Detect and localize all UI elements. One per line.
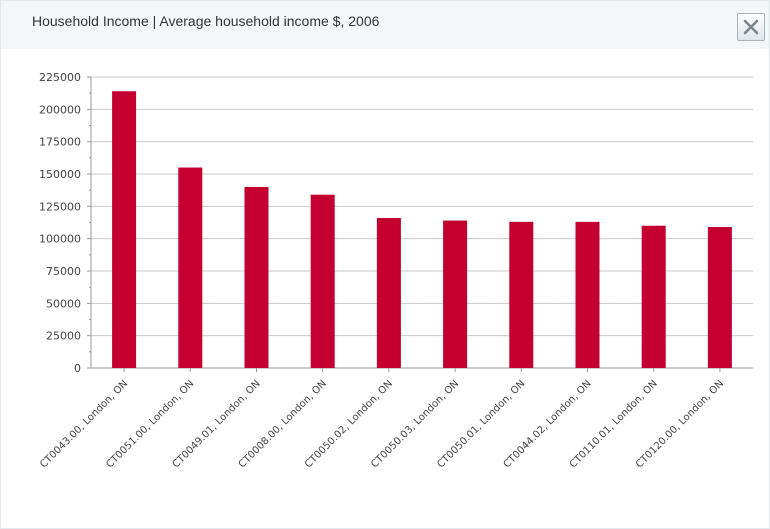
bar bbox=[443, 220, 468, 368]
y-tick-label: 200000 bbox=[39, 103, 81, 116]
y-tick-label: 125000 bbox=[39, 200, 81, 213]
bar bbox=[310, 194, 335, 368]
y-tick-label: 50000 bbox=[46, 297, 81, 310]
bar bbox=[509, 221, 534, 368]
bar bbox=[376, 217, 401, 368]
y-tick-label: 25000 bbox=[46, 330, 81, 343]
close-icon bbox=[743, 19, 759, 35]
y-tick-label: 0 bbox=[74, 362, 81, 375]
bar bbox=[244, 186, 269, 368]
dialog-header: Household Income | Average household inc… bbox=[1, 1, 769, 49]
dialog-title: Household Income | Average household inc… bbox=[32, 13, 380, 29]
y-tick-label: 225000 bbox=[39, 71, 81, 84]
bar bbox=[575, 221, 600, 368]
y-tick-label: 175000 bbox=[39, 136, 81, 149]
y-tick-label: 75000 bbox=[46, 265, 81, 278]
y-tick-label: 100000 bbox=[39, 233, 81, 246]
close-button[interactable] bbox=[737, 13, 765, 41]
bar bbox=[178, 167, 203, 368]
y-tick-label: 150000 bbox=[39, 168, 81, 181]
bar bbox=[707, 227, 732, 368]
bar bbox=[112, 91, 137, 368]
bar bbox=[641, 225, 666, 368]
